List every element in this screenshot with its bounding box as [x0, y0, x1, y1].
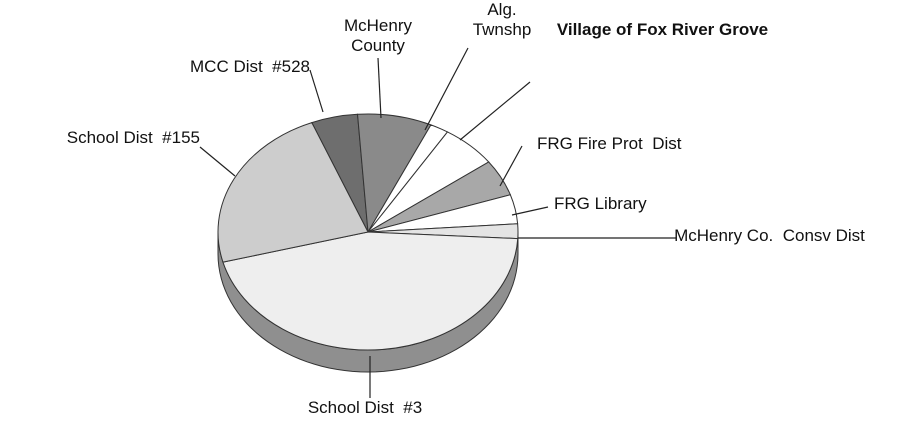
- leader-line: [424, 47, 469, 131]
- leader-line: [459, 81, 531, 141]
- slice-label: McHenry Co. Consv Dist: [674, 226, 865, 245]
- slice-label: Village of Fox River Grove: [556, 20, 769, 39]
- pie-slice: [222, 231, 519, 351]
- slice-label: MCC Dist #528: [190, 57, 310, 76]
- slice-label: Alg. Twnshp: [472, 0, 532, 39]
- slice-label: School Dist #155: [66, 128, 200, 147]
- leader-line: [199, 146, 236, 177]
- slice-label: McHenry County: [343, 16, 417, 55]
- slice-label: FRG Fire Prot Dist: [537, 134, 682, 153]
- leader-line: [511, 206, 549, 216]
- leader-line: [377, 57, 382, 119]
- slice-label: FRG Library: [554, 194, 647, 213]
- leader-line: [309, 69, 324, 113]
- leader-line: [499, 145, 523, 187]
- pie-slice: [217, 121, 369, 263]
- slice-label: School Dist #3: [307, 398, 423, 417]
